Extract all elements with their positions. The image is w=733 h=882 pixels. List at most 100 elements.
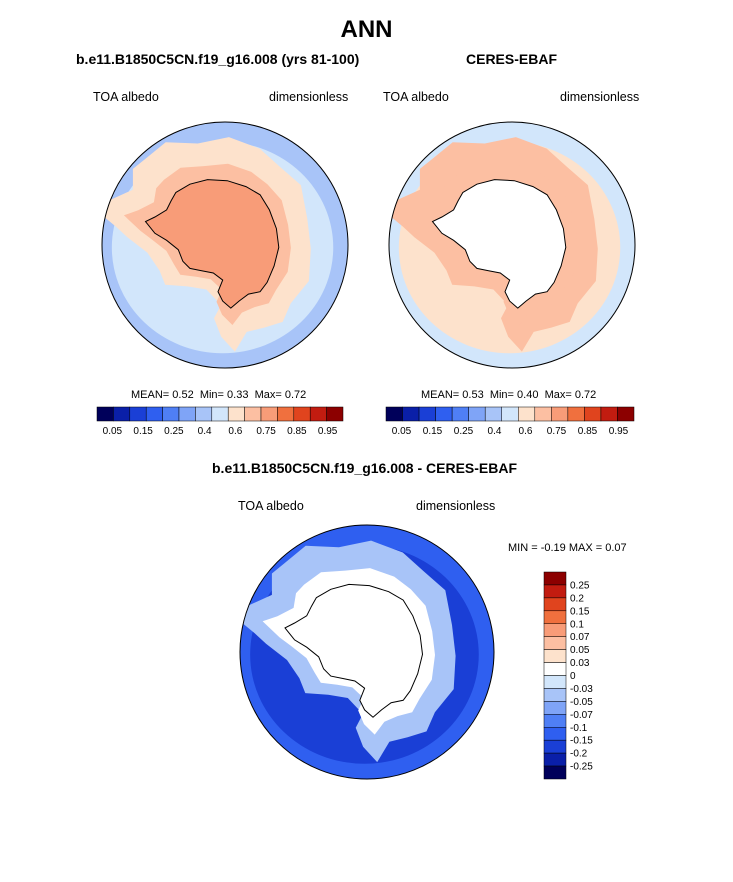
colorbar-swatch [484, 406, 502, 422]
colorbar-tick-label: 0.4 [198, 426, 212, 437]
colorbar-swatch [543, 649, 567, 663]
colorbar-swatch [600, 406, 618, 422]
colorbar-swatch [543, 688, 567, 702]
colorbar-tick-label: 0.1 [570, 619, 584, 630]
colorbar-tick-label: 0.6 [519, 426, 533, 437]
colorbar-swatch [195, 406, 213, 422]
panel3-title: b.e11.B1850C5CN.f19_g16.008 - CERES-EBAF [212, 460, 518, 476]
colorbar-tick-label: -0.05 [570, 697, 593, 708]
plateau-field [175, 199, 265, 286]
colorbar-tick-label: 0.75 [256, 426, 276, 437]
panel1-min-value: 0.33 [227, 389, 249, 401]
antarctica-coastline [431, 179, 567, 309]
panel2-stats: MEAN= 0.53 Min= 0.40 Max= 0.72 [421, 389, 596, 401]
colorbar-swatch [543, 636, 567, 650]
colorbar-swatch [468, 406, 486, 422]
colorbar-swatch [501, 406, 519, 422]
colorbar-tick-label: 0.75 [547, 426, 567, 437]
colorbar-swatch [543, 623, 567, 637]
map-border [239, 524, 495, 780]
colorbar-swatch [617, 406, 635, 422]
panel3-minmax: MIN = -0.19 MAX = 0.07 [508, 542, 627, 554]
panel3-colorbar: 0.25 0.2 0.15 0.1 0.07 0.05 0.03 0 -0.03 -0.05 -0.… [543, 571, 593, 780]
colorbar-swatch [451, 406, 469, 422]
colorbar-tick-label: 0.15 [133, 426, 153, 437]
colorbar-tick-label: -0.03 [570, 684, 593, 695]
colorbar-tick-label: 0.4 [488, 426, 502, 437]
colorbar-swatch [543, 701, 567, 715]
colorbar-swatch [584, 406, 602, 422]
colorbar-swatch [277, 406, 295, 422]
colorbar-tick-label: 0.15 [570, 606, 590, 617]
colorbar-swatch [543, 714, 567, 728]
colorbar-tick-label: 0.03 [570, 658, 590, 669]
colorbar-swatch [385, 406, 403, 422]
colorbar-swatch [567, 406, 585, 422]
panel3-units-label: dimensionless [416, 499, 496, 513]
colorbar-swatch [543, 739, 567, 754]
colorbar-swatch [178, 406, 196, 422]
map-border [101, 121, 349, 369]
colorbar-swatch [326, 406, 344, 422]
colorbar-swatch [293, 406, 311, 422]
colorbar-swatch [543, 662, 567, 676]
colorbar-tick-label: 0.2 [570, 593, 584, 604]
colorbar-tick-label: -0.1 [570, 723, 588, 734]
panel1-map [101, 121, 349, 369]
panel2-units-label: dimensionless [560, 90, 640, 104]
panel1-units-label: dimensionless [269, 90, 349, 104]
panel2-max-label: Max= [544, 389, 572, 401]
colorbar-tick-label: 0.05 [103, 426, 123, 437]
panel1-stats: MEAN= 0.52 Min= 0.33 Max= 0.72 [131, 389, 306, 401]
colorbar-tick-label: -0.2 [570, 749, 588, 760]
colorbar-tick-label: -0.15 [570, 736, 593, 747]
colorbar-swatch [129, 406, 147, 422]
panel1-title: b.e11.B1850C5CN.f19_g16.008 (yrs 81-100) [76, 51, 360, 67]
panel1-min-label: Min= [199, 389, 224, 401]
colorbar-swatch [543, 727, 567, 741]
panel2-title: CERES-EBAF [466, 51, 558, 67]
colorbar-swatch [260, 406, 278, 422]
panel1-mean-value: 0.52 [172, 389, 194, 401]
panel1-max-label: Max= [254, 389, 282, 401]
colorbar-swatch [543, 675, 567, 689]
colorbar-tick-label: 0.95 [609, 426, 629, 437]
colorbar-swatch [543, 765, 567, 780]
panel3-variable-label: TOA albedo [238, 499, 304, 513]
panel2-min-label: Min= [489, 389, 514, 401]
colorbar-swatch [543, 584, 567, 599]
panel2-max-value: 0.72 [574, 389, 597, 401]
colorbar-swatch [96, 406, 114, 422]
antarctica-coastline [144, 179, 280, 309]
panel1-mean-label: MEAN= [131, 389, 170, 401]
colorbar-tick-label: -0.07 [570, 710, 593, 721]
antarctic-interior-field [432, 179, 566, 309]
panel2-mean-label: MEAN= [421, 389, 460, 401]
colorbar-tick-label: 0.6 [228, 426, 242, 437]
colorbar-swatch [113, 406, 131, 422]
figure-title: ANN [340, 16, 393, 43]
colorbar-tick-label: 0.15 [423, 426, 443, 437]
map-border [388, 121, 636, 369]
colorbar-swatch [543, 752, 567, 767]
colorbar-tick-label: 0.85 [578, 426, 598, 437]
antarctica-coastline [284, 583, 424, 718]
panel2-mean-value: 0.53 [462, 389, 484, 401]
colorbar-tick-label: 0.85 [287, 426, 307, 437]
colorbar-swatch [402, 406, 420, 422]
panel1-max-value: 0.72 [284, 389, 307, 401]
colorbar-swatch [543, 571, 567, 586]
colorbar-swatch [162, 406, 180, 422]
panel2-variable-label: TOA albedo [383, 90, 449, 104]
panel2-min-value: 0.40 [517, 389, 539, 401]
colorbar-tick-label: 0.25 [164, 426, 184, 437]
colorbar-tick-label: -0.25 [570, 762, 593, 773]
colorbar-tick-label: 0.25 [570, 580, 590, 591]
colorbar-swatch [145, 406, 163, 422]
colorbar-swatch [551, 406, 569, 422]
colorbar-swatch [227, 406, 245, 422]
colorbar-swatch [518, 406, 536, 422]
colorbar-swatch [534, 406, 552, 422]
colorbar-tick-label: 0.07 [570, 632, 590, 643]
